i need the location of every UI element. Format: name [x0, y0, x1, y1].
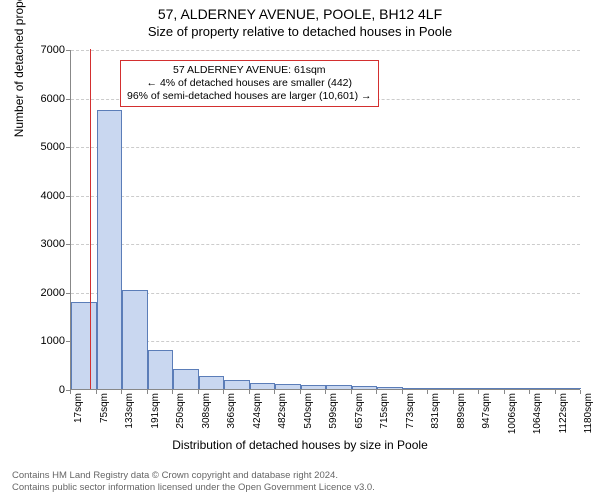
x-tick-label: 191sqm	[150, 393, 161, 443]
y-tick-mark	[66, 244, 70, 245]
histogram-bar	[530, 388, 556, 389]
x-tick-label: 1064sqm	[532, 393, 543, 443]
x-tick-mark	[427, 390, 428, 394]
histogram-bar	[122, 290, 148, 389]
histogram-bar	[224, 380, 250, 389]
annotation-line: 96% of semi-detached houses are larger (…	[127, 90, 372, 103]
histogram-bar	[454, 388, 480, 389]
x-tick-mark	[504, 390, 505, 394]
histogram-bar	[301, 385, 327, 389]
x-tick-label: 831sqm	[430, 393, 441, 443]
x-tick-mark	[402, 390, 403, 394]
histogram-bar	[428, 388, 454, 389]
y-tick-label: 3000	[15, 238, 65, 250]
x-tick-mark	[96, 390, 97, 394]
x-tick-label: 1006sqm	[507, 393, 518, 443]
histogram-bar	[505, 388, 531, 389]
x-tick-mark	[478, 390, 479, 394]
x-tick-label: 482sqm	[277, 393, 288, 443]
x-tick-mark	[300, 390, 301, 394]
histogram-bar	[97, 110, 123, 389]
histogram-bar	[377, 387, 403, 389]
x-tick-label: 75sqm	[99, 393, 110, 443]
y-tick-mark	[66, 341, 70, 342]
x-tick-label: 889sqm	[456, 393, 467, 443]
x-tick-label: 1180sqm	[583, 393, 594, 443]
gridline	[71, 50, 580, 51]
footer-line-2: Contains public sector information licen…	[12, 482, 375, 494]
y-tick-label: 0	[15, 384, 65, 396]
histogram-bar	[403, 388, 429, 389]
y-tick-label: 5000	[15, 141, 65, 153]
x-tick-mark	[580, 390, 581, 394]
x-tick-mark	[529, 390, 530, 394]
x-tick-label: 715sqm	[379, 393, 390, 443]
y-tick-mark	[66, 99, 70, 100]
x-tick-mark	[555, 390, 556, 394]
histogram-bar	[250, 383, 276, 389]
x-tick-mark	[147, 390, 148, 394]
y-tick-label: 4000	[15, 190, 65, 202]
y-tick-mark	[66, 196, 70, 197]
x-tick-label: 250sqm	[175, 393, 186, 443]
histogram-bar	[148, 350, 174, 389]
y-tick-label: 1000	[15, 335, 65, 347]
marker-line	[90, 49, 91, 389]
x-tick-label: 424sqm	[252, 393, 263, 443]
histogram-bar	[479, 388, 505, 389]
x-tick-mark	[376, 390, 377, 394]
x-tick-label: 657sqm	[354, 393, 365, 443]
annotation-line: 57 ALDERNEY AVENUE: 61sqm	[127, 64, 372, 77]
x-tick-mark	[249, 390, 250, 394]
x-tick-label: 366sqm	[226, 393, 237, 443]
histogram-bar	[275, 384, 301, 389]
footer-attribution: Contains HM Land Registry data © Crown c…	[12, 470, 375, 494]
x-tick-mark	[70, 390, 71, 394]
histogram-bar	[173, 369, 199, 389]
x-tick-label: 947sqm	[481, 393, 492, 443]
x-tick-label: 599sqm	[328, 393, 339, 443]
y-tick-mark	[66, 50, 70, 51]
histogram-bar	[326, 385, 352, 389]
x-tick-label: 17sqm	[73, 393, 84, 443]
x-tick-mark	[351, 390, 352, 394]
y-tick-mark	[66, 293, 70, 294]
histogram-bar	[199, 376, 225, 389]
gridline	[71, 244, 580, 245]
histogram-bar	[71, 302, 97, 389]
histogram-bar	[556, 388, 582, 389]
gridline	[71, 196, 580, 197]
x-tick-label: 133sqm	[124, 393, 135, 443]
gridline	[71, 147, 580, 148]
x-tick-mark	[223, 390, 224, 394]
y-tick-mark	[66, 147, 70, 148]
chart-title-main: 57, ALDERNEY AVENUE, POOLE, BH12 4LF	[0, 6, 600, 22]
x-tick-mark	[274, 390, 275, 394]
y-axis-label: Number of detached properties	[12, 0, 26, 137]
footer-line-1: Contains HM Land Registry data © Crown c…	[12, 470, 375, 482]
x-tick-label: 773sqm	[405, 393, 416, 443]
x-tick-mark	[121, 390, 122, 394]
chart-title-sub: Size of property relative to detached ho…	[0, 24, 600, 39]
x-tick-label: 1122sqm	[558, 393, 569, 443]
histogram-bar	[352, 386, 378, 389]
x-tick-mark	[172, 390, 173, 394]
x-tick-mark	[325, 390, 326, 394]
x-tick-label: 308sqm	[201, 393, 212, 443]
x-tick-mark	[198, 390, 199, 394]
x-tick-mark	[453, 390, 454, 394]
y-tick-label: 2000	[15, 287, 65, 299]
y-tick-label: 7000	[15, 44, 65, 56]
annotation-line: ← 4% of detached houses are smaller (442…	[127, 77, 372, 90]
annotation-box: 57 ALDERNEY AVENUE: 61sqm← 4% of detache…	[120, 60, 379, 107]
y-tick-label: 6000	[15, 93, 65, 105]
x-tick-label: 540sqm	[303, 393, 314, 443]
